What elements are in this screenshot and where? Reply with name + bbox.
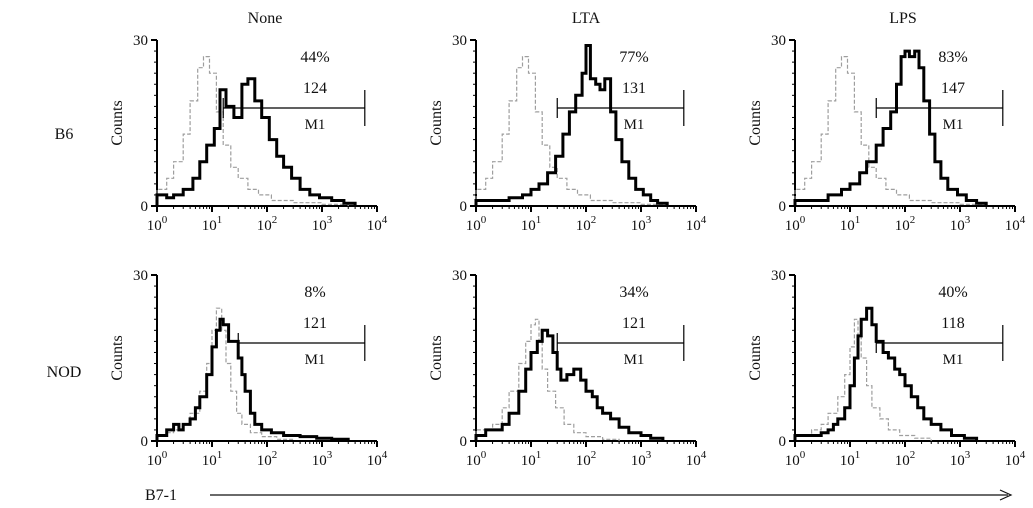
x-tick-label: 101	[840, 449, 861, 469]
column-label-lta: LTA	[572, 10, 601, 27]
x-tick-label: 102	[576, 449, 597, 469]
stained-histogram-line	[155, 77, 357, 206]
control-histogram-line	[794, 318, 932, 441]
x-tick-label: 104	[1005, 449, 1026, 469]
x-tick-label: 100	[466, 214, 487, 234]
y-tick-label: 30	[133, 268, 148, 284]
y-tick-label: 30	[452, 33, 467, 49]
x-tick-label: 103	[312, 449, 333, 469]
y-tick-label: 30	[133, 33, 148, 49]
y-tick-label: 30	[452, 268, 467, 284]
gated-mfi-label: 147	[941, 80, 965, 97]
x-tick-label: 101	[521, 449, 542, 469]
x-tick-label: 104	[686, 449, 707, 469]
x-tick-label: 100	[466, 449, 487, 469]
gated-percent-label: 40%	[938, 284, 967, 301]
x-tick-label: 104	[686, 214, 707, 234]
gated-mfi-label: 131	[622, 80, 646, 97]
gated-mfi-label: 121	[622, 315, 646, 332]
control-histogram-line	[156, 307, 294, 441]
control-histogram-line	[794, 56, 987, 206]
control-histogram-line	[475, 56, 668, 206]
y-tick-label: 0	[779, 434, 787, 450]
x-tick-label: 104	[1005, 214, 1026, 234]
x-tick-label: 103	[950, 214, 971, 234]
gated-percent-label: 83%	[938, 49, 967, 66]
panel-b6-lta: 100 101 102 103 104 0 30 Counts M1 77% 131	[428, 33, 707, 234]
control-histogram-line	[475, 318, 620, 441]
gated-mfi-label: 118	[941, 315, 964, 332]
gated-percent-label: 34%	[619, 284, 648, 301]
x-axis-caption: B7-1	[145, 487, 177, 504]
x-axis-arrow-head	[999, 489, 1013, 501]
x-tick-label: 102	[257, 214, 278, 234]
x-tick-label: 104	[367, 214, 388, 234]
x-tick-label: 101	[521, 214, 542, 234]
x-tick-label: 100	[785, 449, 806, 469]
y-tick-label: 30	[771, 33, 786, 49]
gated-mfi-label: 121	[303, 315, 327, 332]
panel-nod-lta: 100 101 102 103 104 0 30 Counts M1 34% 121	[428, 268, 707, 469]
gate-label: M1	[624, 352, 645, 368]
panel-nod-lps: 100 101 102 103 104 0 30 Counts M1 40% 118	[747, 268, 1026, 469]
gated-percent-label: 77%	[619, 49, 648, 66]
gated-percent-label: 8%	[304, 284, 325, 301]
row-label-b6: B6	[55, 126, 74, 143]
panel-b6-none: 100 101 102 103 104 0 30 Counts M1 44% 124	[109, 33, 388, 234]
gate-label: M1	[305, 117, 326, 133]
x-tick-label: 100	[147, 449, 168, 469]
stained-histogram-line	[155, 317, 350, 441]
y-axis-label: Counts	[747, 335, 764, 380]
x-tick-label: 104	[367, 449, 388, 469]
y-tick-label: 0	[141, 199, 149, 215]
panel-nod-none: 100 101 102 103 104 0 30 Counts M1 8% 121	[109, 268, 388, 469]
y-tick-label: 30	[771, 268, 786, 284]
y-axis-label: Counts	[428, 335, 445, 380]
gated-percent-label: 44%	[300, 49, 329, 66]
x-tick-label: 100	[147, 214, 168, 234]
x-tick-label: 103	[631, 214, 652, 234]
stained-histogram-line	[474, 44, 669, 206]
gated-mfi-label: 124	[303, 80, 327, 97]
x-tick-label: 102	[576, 214, 597, 234]
stained-histogram-line	[474, 328, 665, 441]
column-label-none: None	[248, 10, 283, 27]
stained-histogram-line	[793, 49, 988, 206]
y-tick-label: 0	[779, 199, 787, 215]
panel-b6-lps: 100 101 102 103 104 0 30 Counts M1 83% 147	[747, 33, 1026, 234]
x-tick-label: 102	[895, 449, 916, 469]
gate-label: M1	[305, 352, 326, 368]
y-axis-label: Counts	[428, 100, 445, 145]
x-tick-label: 102	[895, 214, 916, 234]
x-tick-label: 102	[257, 449, 278, 469]
y-tick-label: 0	[141, 434, 149, 450]
x-tick-label: 101	[840, 214, 861, 234]
x-tick-label: 103	[312, 214, 333, 234]
y-tick-label: 0	[460, 434, 468, 450]
y-axis-label: Counts	[747, 100, 764, 145]
row-label-nod: NOD	[47, 364, 82, 381]
y-axis-label: Counts	[109, 335, 126, 380]
column-label-lps: LPS	[889, 10, 917, 27]
gate-label: M1	[943, 117, 964, 133]
gate-label: M1	[624, 117, 645, 133]
y-tick-label: 0	[460, 199, 468, 215]
x-tick-label: 103	[950, 449, 971, 469]
y-axis-label: Counts	[109, 100, 126, 145]
x-tick-label: 103	[631, 449, 652, 469]
x-tick-label: 100	[785, 214, 806, 234]
gate-label: M1	[943, 352, 964, 368]
x-tick-label: 101	[202, 449, 223, 469]
x-tick-label: 101	[202, 214, 223, 234]
